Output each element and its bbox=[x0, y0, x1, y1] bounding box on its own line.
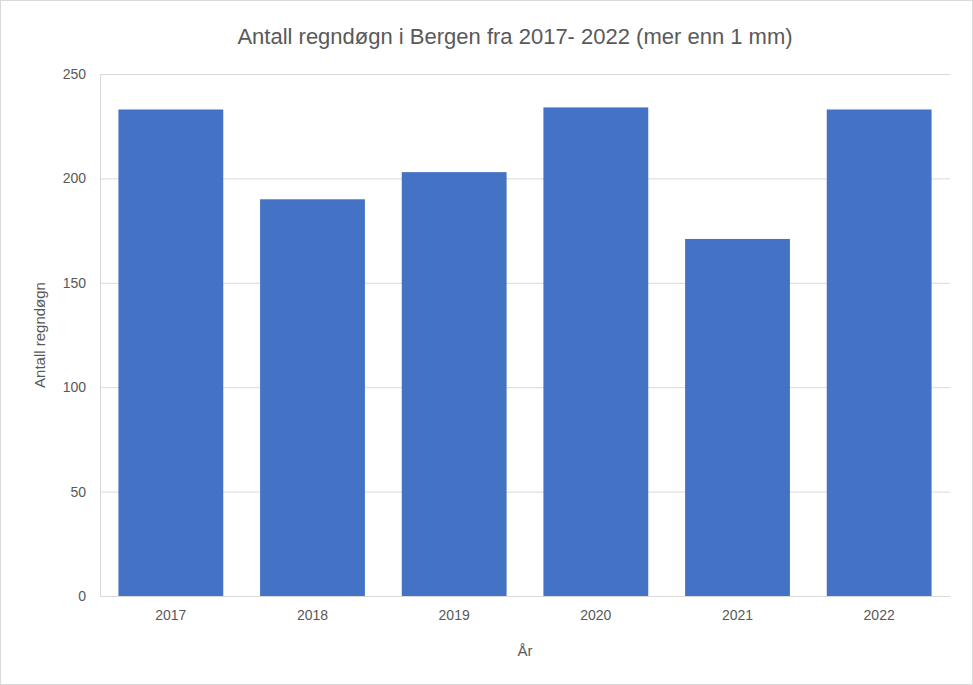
y-tick: 100 bbox=[63, 379, 100, 395]
grid-line bbox=[100, 74, 950, 75]
y-tick-label: 200 bbox=[63, 170, 87, 186]
y-axis-title: Antall regndøgn bbox=[31, 282, 48, 388]
bar bbox=[543, 107, 648, 596]
bars bbox=[118, 107, 931, 596]
chart-title: Antall regndøgn i Bergen fra 2017- 2022 … bbox=[237, 24, 792, 49]
bar bbox=[118, 109, 223, 596]
y-tick-label: 150 bbox=[63, 275, 87, 291]
x-axis-line bbox=[101, 596, 951, 597]
x-tick: 2017 bbox=[155, 596, 186, 623]
chart-container: 0 50 100 150 200 250 2017 2018 2019 2020 2021 2022 A… bbox=[0, 0, 973, 685]
y-tick: 250 bbox=[63, 66, 100, 82]
bar bbox=[685, 239, 790, 596]
y-tick-label: 0 bbox=[78, 588, 86, 604]
grid-line bbox=[100, 492, 950, 493]
grid-line bbox=[100, 178, 950, 179]
chart-svg: 0 50 100 150 200 250 2017 2018 2019 2020 2021 2022 A… bbox=[0, 0, 973, 685]
x-axis: 2017 2018 2019 2020 2021 2022 bbox=[101, 596, 951, 623]
y-tick: 0 bbox=[78, 588, 100, 604]
bar bbox=[827, 109, 932, 596]
grid-line bbox=[100, 387, 950, 388]
x-tick-label: 2017 bbox=[155, 607, 186, 623]
x-tick-label: 2018 bbox=[297, 607, 328, 623]
x-tick-label: 2019 bbox=[439, 607, 470, 623]
x-tick-label: 2020 bbox=[580, 607, 611, 623]
plot-area: 0 50 100 150 200 250 2017 2018 2019 2020 2021 2022 bbox=[63, 66, 951, 623]
x-axis-title: År bbox=[518, 642, 533, 659]
grid-line bbox=[100, 596, 950, 597]
x-tick: 2022 bbox=[864, 596, 895, 623]
bar bbox=[402, 172, 507, 596]
x-tick: 2018 bbox=[297, 596, 328, 623]
x-tick: 2021 bbox=[722, 596, 753, 623]
y-tick: 50 bbox=[70, 484, 100, 500]
x-tick: 2020 bbox=[580, 596, 611, 623]
y-axis: 0 50 100 150 200 250 bbox=[63, 66, 101, 604]
x-tick-label: 2022 bbox=[864, 607, 895, 623]
chart-frame bbox=[1, 1, 973, 685]
y-tick: 150 bbox=[63, 275, 100, 291]
grid bbox=[100, 75, 950, 597]
grid-line bbox=[100, 283, 950, 284]
y-axis-line bbox=[100, 75, 101, 597]
y-tick: 200 bbox=[63, 170, 100, 186]
y-tick-label: 250 bbox=[63, 66, 87, 82]
x-tick: 2019 bbox=[439, 596, 470, 623]
y-tick-label: 50 bbox=[70, 484, 86, 500]
bar bbox=[260, 199, 365, 596]
y-tick-label: 100 bbox=[63, 379, 87, 395]
x-tick-label: 2021 bbox=[722, 607, 753, 623]
